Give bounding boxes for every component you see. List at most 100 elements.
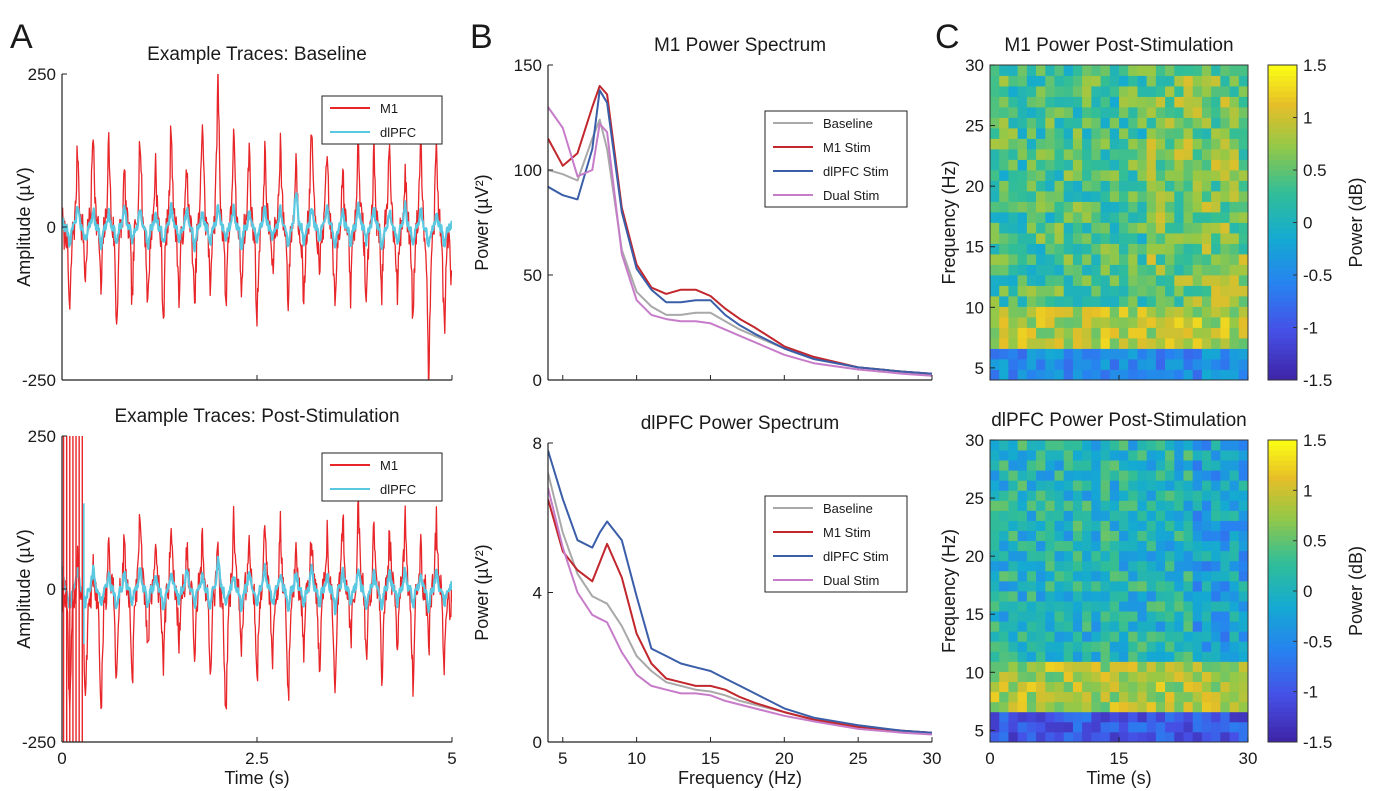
heatmap-cell [1036, 712, 1046, 722]
heatmap-cell [1156, 440, 1166, 450]
heatmap-cell [1128, 128, 1138, 139]
heatmap-cell [1073, 191, 1083, 202]
heatmap-cell [1119, 212, 1129, 223]
heatmap-cell [1018, 233, 1028, 244]
heatmap-cell [1137, 490, 1147, 500]
heatmap-cell [1137, 611, 1147, 621]
heatmap-cell [1202, 349, 1212, 360]
heatmap-cell [1184, 611, 1194, 621]
heatmap-cell [1230, 661, 1240, 671]
heatmap-cell [1101, 149, 1111, 160]
heatmap-cell [1110, 470, 1120, 480]
heatmap-cell [1137, 722, 1147, 732]
colorbar-segment [1268, 133, 1297, 139]
heatmap-cell [1045, 712, 1055, 722]
heatmap-cell [1137, 359, 1147, 370]
heatmap-cell [1184, 521, 1194, 531]
heatmap-cell [1220, 370, 1230, 381]
heatmap-cell [1220, 682, 1230, 692]
heatmap-cell [1165, 191, 1175, 202]
heatmap-cell [1055, 722, 1065, 732]
heatmap-cell [1027, 551, 1037, 561]
heatmap-cell [1073, 149, 1083, 160]
heatmap-cell [1174, 317, 1184, 328]
heatmap-cell [1073, 254, 1083, 265]
colorbar-segment [1268, 202, 1297, 208]
heatmap-cell [1128, 551, 1138, 561]
colorbar-segment [1268, 191, 1297, 197]
heatmap-cell [1027, 233, 1037, 244]
heatmap-cell [1082, 712, 1092, 722]
heatmap-cell [1036, 86, 1046, 97]
heatmap-cell [1202, 440, 1212, 450]
heatmap-cell [1073, 139, 1083, 150]
heatmap-cell [1110, 212, 1120, 223]
colorbar-segment [1268, 450, 1297, 456]
heatmap-cell [1045, 202, 1055, 213]
heatmap-cell [1174, 651, 1184, 661]
heatmap-cell [1184, 244, 1194, 255]
heatmap-cell [1230, 651, 1240, 661]
heatmap-cell [1119, 591, 1129, 601]
heatmap-cell [1027, 181, 1037, 192]
heatmap-cell [1211, 591, 1221, 601]
heatmap-cell [1018, 521, 1028, 531]
heatmap-cell [1230, 561, 1240, 571]
heatmap-cell [1008, 722, 1018, 732]
heatmap-cell [1193, 202, 1203, 213]
colorbar-segment [1268, 333, 1297, 339]
legend-label: M1 Stim [823, 140, 871, 155]
heatmap-cell [1110, 86, 1120, 97]
heatmap-cell [1174, 275, 1184, 286]
heatmap-cell [1156, 682, 1166, 692]
heatmap-cell [1082, 149, 1092, 160]
colorbar-segment [1268, 76, 1297, 82]
heatmap-cell [1220, 440, 1230, 450]
heatmap-cell [1110, 286, 1120, 297]
heatmap-cell [1174, 672, 1184, 682]
heatmap-cell [1064, 128, 1074, 139]
heatmap-cell [1202, 118, 1212, 129]
heatmap-cell [1230, 139, 1240, 150]
heatmap-cell [990, 128, 1000, 139]
heatmap-cell [1064, 76, 1074, 87]
heatmap-cell [1073, 732, 1083, 742]
y-tick-label: 20 [965, 547, 984, 566]
heatmap-cell [1110, 328, 1120, 339]
heatmap-cell [1184, 682, 1194, 692]
heatmap-cell [1055, 86, 1065, 97]
heatmap-cell [1184, 541, 1194, 551]
heatmap-cell [1165, 275, 1175, 286]
heatmap-cell [1055, 561, 1065, 571]
legend-label: Baseline [823, 116, 873, 131]
heatmap-cell [1119, 149, 1129, 160]
heatmap-cell [1064, 571, 1074, 581]
heatmap-cell [1119, 460, 1129, 470]
heatmap-cell [1082, 722, 1092, 732]
heatmap-cell [1202, 551, 1212, 561]
heatmap-cell [1230, 265, 1240, 276]
colorbar-segment [1268, 265, 1297, 271]
heatmap-cell [1211, 510, 1221, 520]
heatmap-cell [1091, 349, 1101, 360]
heatmap-cell [1239, 328, 1249, 339]
heatmap-cell [1045, 223, 1055, 234]
heatmap-cell [1018, 275, 1028, 286]
heatmap-cell [1239, 76, 1249, 87]
colorbar-segment [1268, 465, 1297, 471]
y-tick-label: 100 [514, 161, 542, 180]
heatmap-cell [1064, 551, 1074, 561]
colorbar-segment [1268, 228, 1297, 234]
heatmap-cell [999, 359, 1009, 370]
heatmap-cell [1193, 581, 1203, 591]
heatmap-cell [999, 490, 1009, 500]
heatmap-cell [1110, 440, 1120, 450]
heatmap-cell [990, 581, 1000, 591]
heatmap-cell [1128, 275, 1138, 286]
heatmap-cell [1220, 470, 1230, 480]
heatmap-cell [1184, 307, 1194, 318]
heatmap-cell [1220, 317, 1230, 328]
heatmap-cell [1128, 722, 1138, 732]
heatmap-cell [1036, 212, 1046, 223]
heatmap-cell [1045, 682, 1055, 692]
